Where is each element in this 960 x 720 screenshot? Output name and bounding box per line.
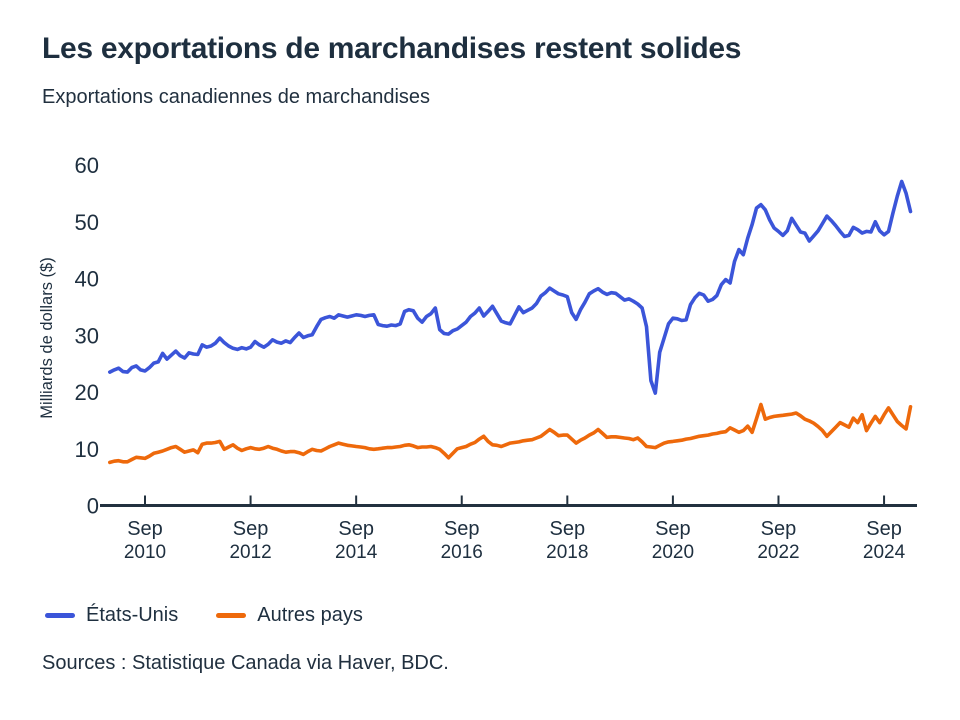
x-tick-label-month-2018: Sep (550, 518, 586, 540)
x-tick-label-month-2012: Sep (233, 518, 269, 540)
x-tick-label-year-2010: 2010 (124, 542, 166, 563)
series-line-autres-pays (108, 402, 913, 465)
x-tick-label-year-2014: 2014 (335, 542, 378, 563)
x-tick-label-year-2016: 2016 (441, 542, 483, 563)
x-tick-label-month-2022: Sep (761, 518, 797, 540)
page-title: Les exportations de marchandises restent… (42, 32, 742, 65)
y-tick-label-50: 50 (75, 210, 99, 235)
y-tick-label-20: 20 (75, 380, 99, 405)
x-tick-label-month-2010: Sep (127, 518, 163, 540)
legend-swatch-etats-unis (45, 613, 75, 618)
y-tick-label-40: 40 (75, 267, 99, 292)
x-tick-label-month-2020: Sep (655, 518, 691, 540)
y-tick-label-10: 10 (75, 437, 99, 462)
x-tick-label-month-2016: Sep (444, 518, 480, 540)
source-note: Sources : Statistique Canada via Haver, … (42, 652, 449, 674)
x-tick-label-year-2012: 2012 (229, 542, 271, 563)
y-tick-label-60: 60 (75, 153, 99, 178)
x-tick-label-month-2024: Sep (866, 518, 902, 540)
legend-item-etats-unis: États-Unis (45, 604, 178, 627)
x-tick-label-year-2024: 2024 (863, 542, 906, 563)
x-tick-label-year-2018: 2018 (546, 542, 588, 563)
legend-label-etats-unis: États-Unis (86, 604, 179, 626)
legend-swatch-autres-pays (216, 613, 247, 618)
legend-label-autres-pays: Autres pays (257, 604, 363, 626)
series-line-etats-unis (108, 179, 913, 395)
x-tick-label-year-2020: 2020 (652, 542, 694, 563)
legend-item-autres-pays: Autres pays (216, 604, 363, 627)
y-tick-label-0: 0 (87, 494, 99, 519)
y-axis-label: Milliards de dollars ($) (38, 257, 56, 418)
x-tick-label-year-2022: 2022 (757, 542, 799, 563)
chart-subtitle: Exportations canadiennes de marchandises (42, 86, 431, 108)
y-tick-label-30: 30 (75, 323, 99, 348)
x-tick-label-month-2014: Sep (338, 518, 374, 540)
chart-legend: États-Unis Autres pays (45, 604, 363, 627)
